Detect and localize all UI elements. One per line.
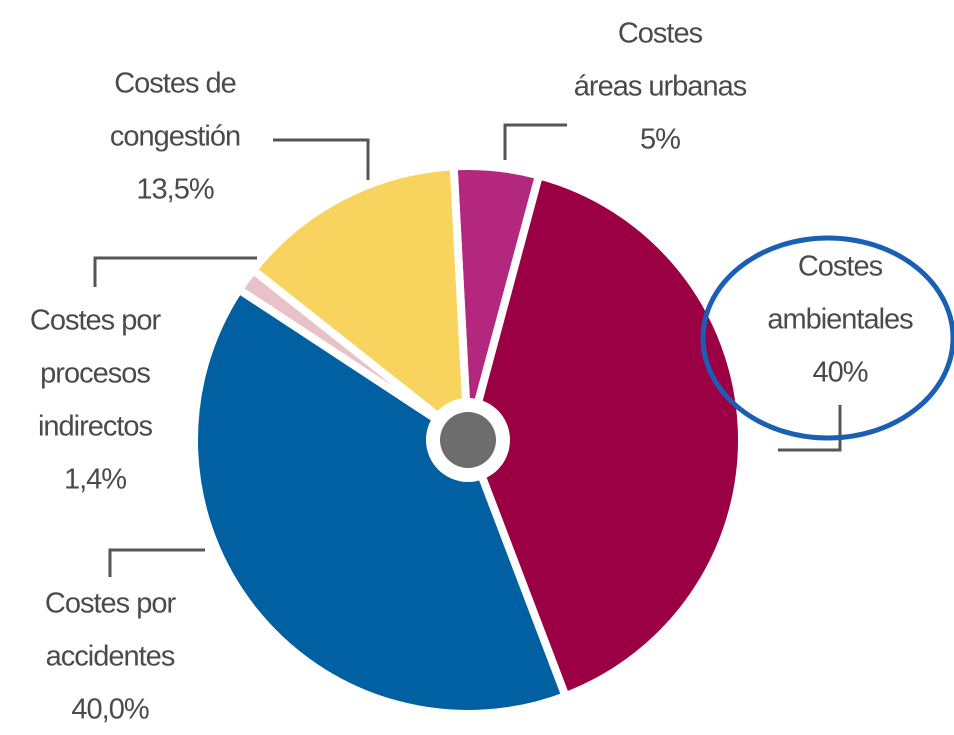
value-label: 40% bbox=[812, 357, 867, 389]
value-label: 5% bbox=[640, 124, 680, 156]
value-label: 1,4% bbox=[64, 464, 126, 496]
slice bbox=[190, 285, 570, 718]
leader-line bbox=[108, 548, 205, 577]
leader-line bbox=[93, 256, 257, 287]
slice-label: Costes bbox=[798, 251, 883, 283]
labels: Costes áreas urbanas 5% Costes ambientales 40… bbox=[30, 18, 914, 726]
slice-label: Costes bbox=[618, 18, 703, 50]
value-label: 13,5% bbox=[136, 174, 213, 206]
slice bbox=[464, 171, 746, 701]
slice-label: accidentes bbox=[46, 641, 175, 673]
slice-label: congestión bbox=[110, 121, 240, 153]
slice-label: Costes por bbox=[30, 305, 162, 337]
slice-label: Costes de bbox=[114, 68, 236, 100]
pie bbox=[190, 162, 746, 718]
slice-label: Costes por bbox=[45, 588, 177, 620]
highlight-circle bbox=[700, 235, 954, 441]
leader-line bbox=[503, 123, 567, 160]
value-label: 40,0% bbox=[71, 694, 148, 726]
slice bbox=[249, 162, 472, 444]
leader-line bbox=[273, 138, 370, 180]
slice-label: áreas urbanas bbox=[574, 71, 747, 103]
slice-label: indirectos bbox=[38, 411, 153, 443]
slice-label: procesos bbox=[40, 358, 150, 390]
leader-line bbox=[778, 405, 842, 452]
hole bbox=[440, 412, 496, 468]
slice-label: ambientales bbox=[767, 304, 913, 336]
